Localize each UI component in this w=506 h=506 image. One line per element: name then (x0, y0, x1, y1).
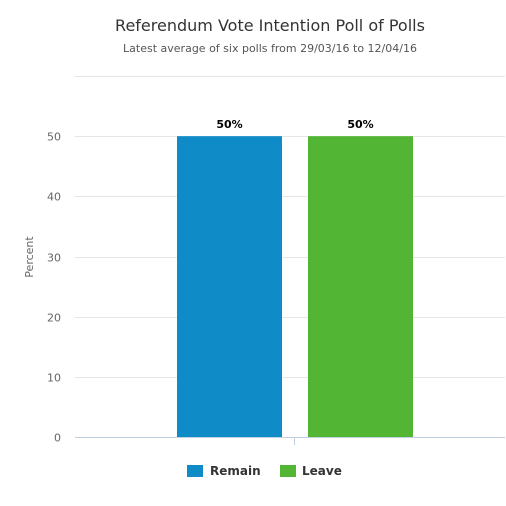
chart-title: Referendum Vote Intention Poll of Polls (115, 16, 425, 35)
y-tick-label: 50 (47, 131, 61, 144)
legend-swatch-leave (280, 465, 296, 477)
y-axis-ticks: 0 10 20 30 40 50 (47, 131, 61, 445)
x-axis (75, 437, 505, 445)
bar-leave (308, 136, 413, 437)
bars (177, 136, 413, 437)
y-tick-label: 0 (54, 432, 61, 445)
data-label-leave: 50% (347, 118, 373, 131)
bar-remain (177, 136, 282, 437)
data-labels: 50% 50% (216, 118, 373, 131)
y-tick-label: 40 (47, 191, 61, 204)
legend-label-leave: Leave (302, 464, 342, 478)
gridlines (75, 76, 505, 378)
legend-label-remain: Remain (210, 464, 261, 478)
y-axis-title: Percent (23, 236, 36, 278)
y-tick-label: 30 (47, 252, 61, 265)
chart-subtitle: Latest average of six polls from 29/03/1… (123, 42, 417, 55)
y-tick-label: 10 (47, 372, 61, 385)
legend: Remain Leave (187, 464, 342, 478)
legend-swatch-remain (187, 465, 203, 477)
data-label-remain: 50% (216, 118, 242, 131)
y-tick-label: 20 (47, 312, 61, 325)
